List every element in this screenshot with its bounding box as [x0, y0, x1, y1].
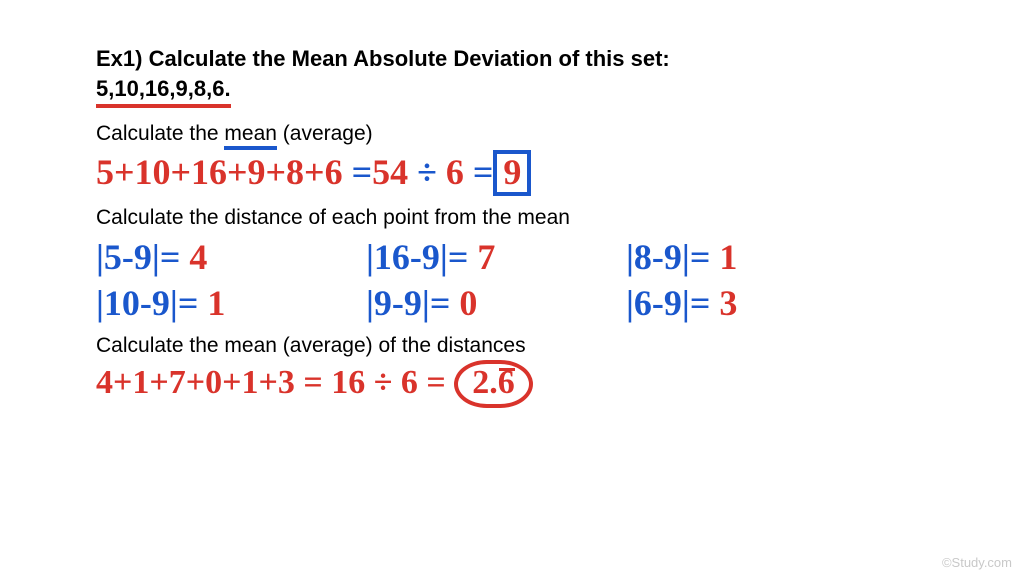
dist-cell-2: |8-9|= 1: [626, 236, 846, 278]
dist-val-0: 4: [189, 237, 207, 277]
final-eq1: =: [303, 364, 322, 401]
dist-expr-0: |5-9|=: [96, 237, 180, 277]
dist-val-5: 3: [719, 283, 737, 323]
dist-val-4: 0: [459, 283, 477, 323]
mean-calculation: 5+10+16+9+8+6 =54 ÷ 6 =9: [96, 150, 928, 196]
dist-cell-0: |5-9|= 4: [96, 236, 356, 278]
step3-label: Calculate the mean (average) of the dist…: [96, 334, 928, 358]
final-result-repeat: 6: [498, 366, 515, 400]
step1-label: Calculate the mean (average): [96, 122, 928, 146]
mean-sum-expr: 5+10+16+9+8+6: [96, 152, 343, 192]
step2-label: Calculate the distance of each point fro…: [96, 206, 928, 230]
final-result-int: 2.: [472, 364, 498, 401]
mean-sum-result: 54: [372, 152, 408, 192]
dist-expr-1: |16-9|=: [366, 237, 468, 277]
distance-grid: |5-9|= 4 |16-9|= 7 |8-9|= 1 |10-9|= 1 |9…: [96, 236, 928, 324]
step1-pre: Calculate the: [96, 122, 224, 145]
dist-expr-4: |9-9|=: [366, 283, 450, 323]
mean-eq2: =: [473, 152, 494, 192]
dist-val-2: 1: [719, 237, 737, 277]
final-calculation: 4+1+7+0+1+3 = 16 ÷ 6 = 2.6: [96, 360, 928, 408]
final-sum-expr: 4+1+7+0+1+3: [96, 364, 295, 401]
dist-val-3: 1: [207, 283, 225, 323]
worksheet-content: Ex1) Calculate the Mean Absolute Deviati…: [0, 0, 1024, 408]
final-n: 6: [401, 364, 418, 401]
dataset-text: 5,10,16,9,8,6.: [96, 74, 231, 109]
problem-title: Ex1) Calculate the Mean Absolute Deviati…: [96, 44, 928, 74]
dist-expr-5: |6-9|=: [626, 283, 710, 323]
mean-eq1: =: [352, 152, 373, 192]
dist-cell-1: |16-9|= 7: [366, 236, 616, 278]
final-result-circled: 2.6: [454, 360, 533, 408]
mean-div: ÷: [417, 152, 437, 192]
final-div: ÷: [374, 364, 393, 401]
dist-cell-5: |6-9|= 3: [626, 282, 846, 324]
mean-result-boxed: 9: [493, 150, 531, 196]
dist-cell-3: |10-9|= 1: [96, 282, 356, 324]
final-sum-result: 16: [331, 364, 365, 401]
dist-cell-4: |9-9|= 0: [366, 282, 616, 324]
final-eq2: =: [426, 364, 445, 401]
dist-expr-3: |10-9|=: [96, 283, 198, 323]
step1-mean-word: mean: [224, 122, 277, 150]
mean-n: 6: [446, 152, 464, 192]
dist-val-1: 7: [477, 237, 495, 277]
dist-expr-2: |8-9|=: [626, 237, 710, 277]
dataset-line: 5,10,16,9,8,6.: [96, 74, 928, 109]
watermark: ©Study.com: [942, 555, 1012, 570]
step1-post: (average): [277, 122, 373, 145]
